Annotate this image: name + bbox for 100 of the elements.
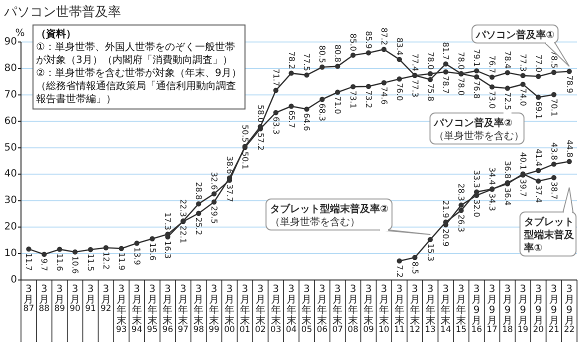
data-label: 85.9 <box>364 31 373 49</box>
data-label: 72.5 <box>503 92 512 110</box>
data-label: 13.9 <box>132 247 142 266</box>
x-tick-label: 3月年末98 <box>193 284 204 335</box>
data-label: 77.3 <box>518 54 528 72</box>
y-tick-label: 90 <box>4 36 17 48</box>
data-label: 70.1 <box>549 98 558 116</box>
data-label: 21.9 <box>441 200 450 218</box>
data-label: 34.4 <box>488 167 497 186</box>
data-label: 44.8 <box>564 140 574 158</box>
data-label: 78.4 <box>503 50 512 69</box>
x-tick-label: 3月9月18 <box>502 284 513 335</box>
data-label: 69.1 <box>534 101 543 120</box>
y-tick-label: 40 <box>4 168 17 180</box>
data-label: 78.9 <box>564 75 574 94</box>
y-tick-label: 70 <box>4 89 17 100</box>
x-tick-label: 3月年末12 <box>409 284 420 335</box>
data-label: 73.2 <box>364 90 373 108</box>
data-label: 28.8 <box>194 182 204 200</box>
y-tick-label: 30 <box>4 195 17 206</box>
x-tick-label: 3月年末95 <box>146 284 158 335</box>
data-label: 87.2 <box>379 28 388 46</box>
data-label: 77.3 <box>410 80 420 98</box>
data-label: 22.3 <box>178 199 188 218</box>
data-label: 25.2 <box>194 217 204 236</box>
data-label: 83.4 <box>394 38 404 56</box>
data-label: 85.0 <box>348 33 358 52</box>
data-label: 38.6 <box>225 156 234 174</box>
data-label: 7.2 <box>394 264 404 278</box>
data-label: 77.4 <box>410 54 420 72</box>
data-label: 28.3 <box>456 183 466 202</box>
data-label: 64.6 <box>302 113 312 131</box>
data-label: 81.7 <box>441 42 450 60</box>
data-label: 38.7 <box>549 182 558 200</box>
text: パソコン普及率② （単身世帯を含む） <box>433 117 524 142</box>
data-label: 11.6 <box>55 253 64 272</box>
x-tick-label: 3月9月21 <box>548 284 560 335</box>
x-tick-label: 3月90 <box>70 284 80 314</box>
x-tick-label: 3月年末94 <box>131 284 142 335</box>
y-tick-label: 20 <box>4 222 17 233</box>
x-tick-label: 3月年末10 <box>378 284 390 335</box>
data-label: 37.7 <box>225 184 234 202</box>
data-label: 77.0 <box>534 54 543 72</box>
data-label: 74.0 <box>518 88 528 106</box>
x-tick-label: 3月年末08 <box>348 284 358 335</box>
data-label: 76.0 <box>394 83 404 101</box>
text: タブレット型端末普及率① <box>523 216 575 254</box>
data-label: 32.0 <box>472 199 482 218</box>
data-label: 71.0 <box>333 96 342 114</box>
data-label: 68.3 <box>318 103 327 122</box>
data-label: 15.3 <box>426 244 435 262</box>
data-label: 78.7 <box>441 76 450 94</box>
y-tick-label: 0 <box>10 274 17 286</box>
data-label: 71.7 <box>271 68 280 86</box>
x-tick-label: 3月9月19 <box>518 284 528 335</box>
x-tick-label: 3月年末96 <box>162 284 174 335</box>
x-tick-label: 3月年末01 <box>240 284 250 335</box>
x-tick-label: 3月年末93 <box>116 284 127 335</box>
data-label: 36.4 <box>503 188 512 206</box>
data-label: 76.7 <box>488 55 497 74</box>
data-label: 74.6 <box>379 86 388 105</box>
x-tick-label: 3月年末99 <box>208 284 220 335</box>
x-tick-label: 3月年末03 <box>270 284 282 335</box>
data-label: 80.5 <box>318 45 327 64</box>
x-tick-label: 3月9月22 <box>564 284 575 335</box>
data-label: 22.1 <box>178 226 188 244</box>
data-label: 16.3 <box>163 240 172 259</box>
y-tick-label: 60 <box>4 116 17 127</box>
x-tick-label: 3月88 <box>38 284 50 314</box>
data-label: 80.8 <box>333 44 342 62</box>
x-tick-label: 3月年末09 <box>363 284 374 335</box>
chart-title: パソコン世帯普及率 <box>3 4 121 20</box>
data-label: 12.2 <box>101 252 110 270</box>
x-tick-label: 3月年末07 <box>332 284 344 335</box>
x-tick-label: 3月年末97 <box>178 284 189 335</box>
data-label: 39.7 <box>518 179 528 197</box>
x-tick-label: 3月年末14 <box>440 284 452 335</box>
data-label: 65.7 <box>286 110 296 128</box>
data-label: 11.9 <box>116 252 126 270</box>
data-label: 15.6 <box>148 242 157 261</box>
text: パソコン普及率① <box>475 29 554 41</box>
data-label: 11.7 <box>24 253 34 271</box>
x-tick-label: 3月年末02 <box>254 284 266 335</box>
data-label: 43.8 <box>549 142 558 160</box>
x-tick-label: 3月9月20 <box>532 284 544 335</box>
data-label: 78.0 <box>456 52 466 70</box>
data-label: 50.1 <box>240 152 250 170</box>
data-label: 78.0 <box>456 78 466 96</box>
x-tick-label: 3月年末13 <box>424 284 436 335</box>
data-label: 78.2 <box>286 51 296 70</box>
y-tick-label: 10 <box>4 248 17 260</box>
data-label: 76.8 <box>472 80 482 99</box>
y-tick-label: 50 <box>4 142 17 154</box>
data-label: 77.5 <box>302 53 312 72</box>
data-label: 57.2 <box>256 132 265 151</box>
data-label: 11.5 <box>86 254 95 272</box>
x-tick-label: 3月年末00 <box>224 284 235 335</box>
data-label: 10.6 <box>70 256 80 274</box>
x-tick-label: 3月年末15 <box>456 284 467 335</box>
x-tick-label: 3月89 <box>54 284 66 314</box>
